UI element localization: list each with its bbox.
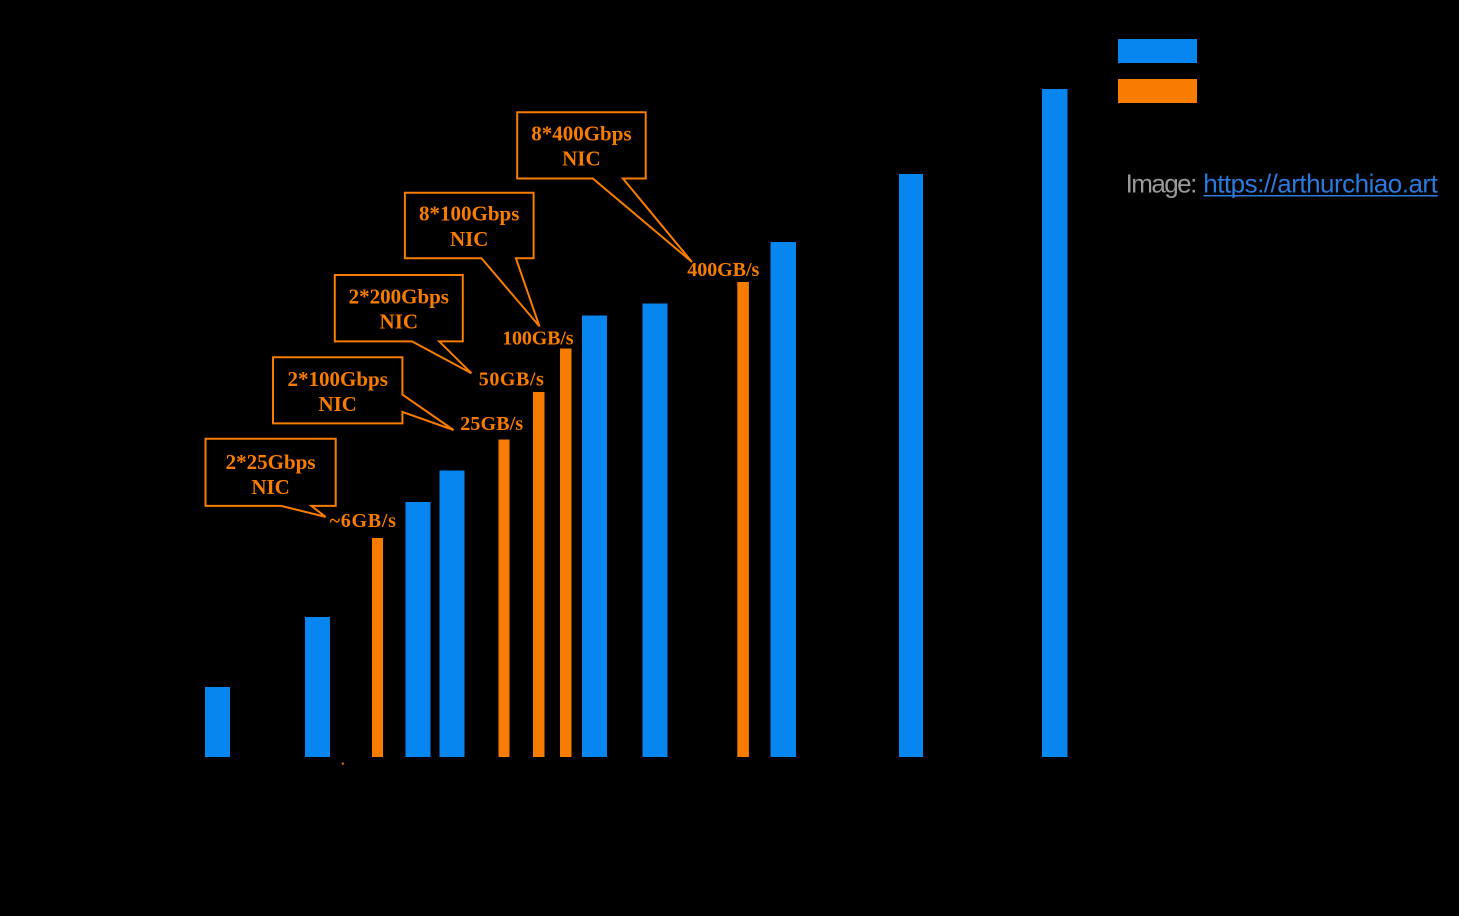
svg-text:2*100Gbps: 2*100Gbps	[288, 367, 388, 391]
svg-text:50GB/s: 50GB/s	[479, 369, 544, 391]
svg-text:~6GB/s: ~6GB/s	[330, 510, 397, 532]
svg-text:100GB/s: 100GB/s	[502, 328, 574, 350]
svg-text:NIC: NIC	[562, 147, 601, 171]
svg-text:8*400Gbps: 8*400Gbps	[531, 122, 631, 146]
svg-text:NIC: NIC	[251, 475, 290, 499]
svg-text:8*100Gbps: 8*100Gbps	[419, 202, 519, 226]
svg-text:25GB/s: 25GB/s	[460, 413, 523, 435]
svg-text:400GB/s: 400GB/s	[687, 259, 759, 281]
svg-text:NIC: NIC	[380, 310, 419, 334]
svg-text:2*25Gbps: 2*25Gbps	[226, 450, 316, 474]
svg-text:NIC: NIC	[450, 227, 489, 251]
svg-text:Image:: Image:	[1126, 168, 1198, 198]
svg-text:NIC: NIC	[318, 392, 357, 416]
svg-text:https://arthurchiao.art: https://arthurchiao.art	[1203, 168, 1438, 198]
svg-text:2*200Gbps: 2*200Gbps	[349, 284, 449, 308]
